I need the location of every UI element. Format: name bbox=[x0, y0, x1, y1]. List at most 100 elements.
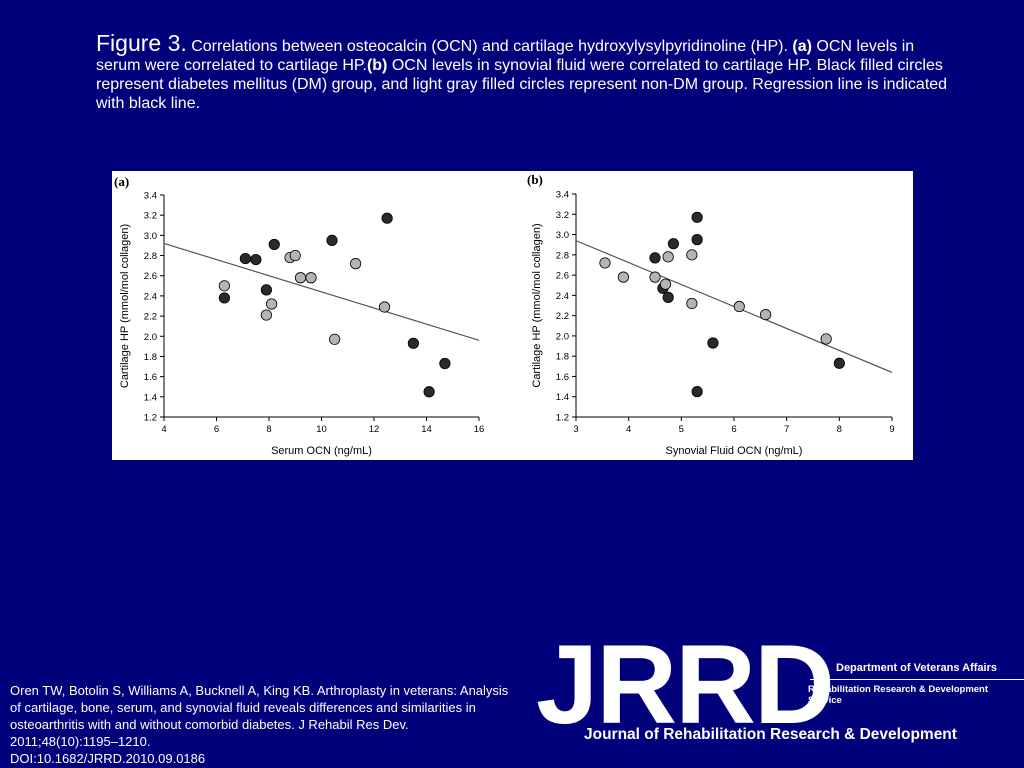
chart-a-non-dm-point bbox=[305, 272, 317, 284]
chart-a-dm-point bbox=[260, 284, 272, 296]
chart-b-x-tick-label: 5 bbox=[679, 424, 684, 435]
chart-b-y-tick-label: 2.6 bbox=[556, 271, 569, 282]
jrrd-logo: JRRD Department of Veterans Affairs Reha… bbox=[530, 622, 1024, 768]
citation: Oren TW, Botolin S, Williams A, Bucknell… bbox=[10, 682, 510, 767]
chart-b-dm-point bbox=[667, 238, 680, 250]
chart-b-non-dm-point bbox=[733, 300, 745, 313]
chart-a-dm-point bbox=[268, 238, 280, 251]
chart-a-x-tick-label: 10 bbox=[316, 424, 327, 435]
va-service-title: Rehabilitation Research & Development Se… bbox=[808, 684, 989, 706]
chart-b-x-tick-label: 3 bbox=[573, 424, 578, 435]
chart-a-y-tick-label: 1.8 bbox=[144, 352, 157, 363]
chart-b-y-tick-label: 1.6 bbox=[556, 372, 569, 383]
chart-b-x-axis-label: Synovial Fluid OCN (ng/mL) bbox=[666, 445, 803, 457]
chart-b-dm-point bbox=[691, 386, 703, 398]
scatter-plots: (a) 1.2 1.4 1.6 1.8 2.0 2.2 2.4 2.6 2.8 3.0 3.2 3.4 4… bbox=[114, 172, 895, 457]
chart-b-dm-point bbox=[833, 357, 845, 369]
chart-a-dm-point bbox=[407, 337, 419, 349]
caption-a-text: OCN levels in serum were correlated to c… bbox=[96, 38, 915, 74]
chart-b-non-dm-point bbox=[686, 297, 698, 310]
chart-a-y-tick-label: 1.4 bbox=[144, 392, 157, 403]
chart-a-dm-point bbox=[423, 386, 435, 398]
chart-b-non-dm-point bbox=[649, 271, 661, 283]
chart-a-dm-point bbox=[381, 212, 393, 224]
chart-b-x-tick-label: 8 bbox=[837, 424, 842, 435]
chart-a-non-dm-point bbox=[350, 258, 362, 270]
chart-b-dm-point bbox=[707, 337, 719, 349]
chart-b-y-tick-label: 3.4 bbox=[556, 190, 569, 201]
logo-divider bbox=[810, 679, 1024, 680]
chart-b-y-axis-label: Cartilage HP (mmol/mol collagen) bbox=[531, 223, 543, 387]
chart-a-y-tick-label: 1.2 bbox=[144, 413, 157, 424]
journal-name: Journal of Rehabilitation Research & Dev… bbox=[584, 726, 957, 743]
chart-a-y-tick-label: 2.8 bbox=[144, 251, 157, 262]
chart-b-x-tick-label: 7 bbox=[784, 424, 789, 435]
figure-panel: (a) 1.2 1.4 1.6 1.8 2.0 2.2 2.4 2.6 2.8 3.0 3.2 3.4 4… bbox=[112, 171, 913, 460]
chart-a-x-axis-label: Serum OCN (ng/mL) bbox=[271, 445, 372, 457]
chart-b-y-tick-label: 2.0 bbox=[556, 331, 569, 342]
chart-b-dm-point bbox=[691, 211, 703, 223]
chart-a-y-tick-label: 2.2 bbox=[144, 312, 157, 323]
chart-a-non-dm-point bbox=[260, 309, 272, 321]
chart-a-y-tick-label: 2.4 bbox=[144, 291, 157, 302]
chart-b-x-tick-label: 6 bbox=[731, 424, 736, 435]
caption-a-label: (a) bbox=[792, 38, 812, 55]
chart-a-x-tick-label: 4 bbox=[161, 424, 166, 435]
chart-a-dm-point bbox=[439, 357, 451, 370]
caption-intro: Correlations between osteocalcin (OCN) a… bbox=[191, 38, 788, 55]
chart-a-non-dm-point bbox=[378, 301, 391, 313]
chart-a-x-tick-label: 14 bbox=[421, 424, 432, 435]
chart-a-y-tick-label: 3.2 bbox=[144, 211, 157, 222]
chart-b-y-tick-label: 3.2 bbox=[556, 210, 569, 221]
citation-text: Oren TW, Botolin S, Williams A, Bucknell… bbox=[10, 683, 509, 749]
caption-b-text: OCN levels in synovial fluid were correl… bbox=[96, 57, 948, 112]
chart-a-y-tick-label: 2.0 bbox=[144, 332, 157, 343]
chart-b-non-dm-point bbox=[820, 333, 832, 345]
chart-a-non-dm-point bbox=[289, 249, 301, 262]
chart-b-y-tick-label: 1.8 bbox=[556, 352, 569, 363]
chart-b-non-dm-point bbox=[599, 257, 611, 269]
chart-a-non-dm-point bbox=[218, 280, 230, 292]
chart-a-x-tick-label: 12 bbox=[369, 424, 380, 435]
chart-b-non-dm-point bbox=[662, 251, 674, 263]
chart-b-non-dm-point bbox=[686, 249, 698, 261]
chart-b-non-dm-point bbox=[617, 271, 629, 283]
chart-b-y-tick-label: 1.2 bbox=[556, 413, 569, 424]
chart-b-non-dm-point bbox=[659, 278, 672, 290]
chart-a-dm-point bbox=[218, 292, 230, 304]
chart-a-y-tick-label: 3.4 bbox=[144, 191, 157, 202]
citation-doi: DOI:10.1682/JRRD.2010.09.0186 bbox=[10, 751, 206, 766]
chart-b-y-tick-label: 2.8 bbox=[556, 250, 569, 261]
va-department-title: Department of Veterans Affairs bbox=[836, 662, 997, 674]
chart-a-x-tick-label: 6 bbox=[214, 424, 219, 435]
chart-b-dm-point bbox=[662, 291, 674, 303]
chart-a-y-tick-label: 1.6 bbox=[144, 372, 157, 383]
chart-a-dm-point bbox=[326, 234, 338, 247]
caption-b-label: (b) bbox=[366, 57, 388, 74]
chart-b-y-tick-label: 2.2 bbox=[556, 311, 569, 322]
chart-b-y-tick-label: 3.0 bbox=[556, 230, 569, 241]
chart-b-y-tick-label: 1.4 bbox=[556, 392, 569, 403]
chart-a-panel-label: (a) bbox=[114, 174, 129, 189]
chart-a-dm-point bbox=[250, 253, 262, 266]
chart-a-x-tick-label: 16 bbox=[474, 424, 485, 435]
chart-a-y-tick-label: 3.0 bbox=[144, 231, 157, 242]
chart-b-non-dm-point bbox=[759, 309, 772, 321]
chart-b-x-tick-label: 4 bbox=[626, 424, 631, 435]
chart-a-y-axis-label: Cartilage HP (mmol/mol collagen) bbox=[119, 224, 131, 388]
chart-a-dm-point bbox=[239, 252, 251, 265]
chart-a-x-tick-label: 8 bbox=[266, 424, 271, 435]
chart-b-dm-point bbox=[691, 234, 703, 246]
chart-b-dm-point bbox=[649, 252, 661, 264]
chart-a-non-dm-point bbox=[266, 298, 278, 310]
chart-b-x-tick-label: 9 bbox=[889, 424, 894, 435]
chart-a-non-dm-point bbox=[294, 272, 307, 284]
chart-b-panel-label: (b) bbox=[527, 172, 543, 187]
chart-b-y-tick-label: 2.4 bbox=[556, 291, 569, 302]
chart-a-non-dm-point bbox=[329, 333, 341, 345]
chart-a-regression-line bbox=[163, 242, 480, 341]
chart-a-y-tick-label: 2.6 bbox=[144, 271, 157, 282]
figure-label: Figure 3. bbox=[96, 30, 187, 56]
jrrd-logo-letters: JRRD bbox=[536, 622, 835, 747]
figure-caption: Figure 3. Correlations between osteocalc… bbox=[96, 32, 956, 113]
